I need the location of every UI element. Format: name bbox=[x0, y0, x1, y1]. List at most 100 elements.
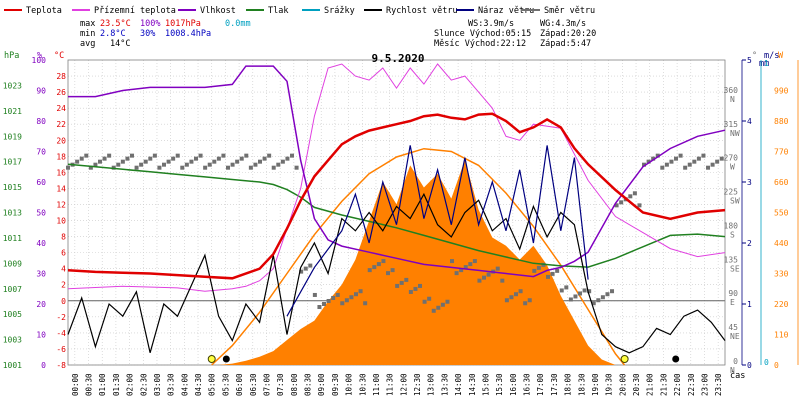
series-wind-direction-point bbox=[701, 153, 706, 158]
tick-label-solar: 990 bbox=[774, 87, 789, 96]
legend-label-5: Rychlost větru bbox=[386, 6, 458, 16]
tick-label-time: 19:30 bbox=[605, 373, 614, 396]
tick-label-time: 18:30 bbox=[577, 373, 586, 396]
series-wind-direction-point bbox=[363, 301, 368, 306]
tick-label-time: 23:30 bbox=[714, 373, 723, 396]
series-wind-direction-point bbox=[239, 156, 244, 161]
series-wind-direction-point bbox=[591, 301, 596, 306]
stat-avg-temp: 14°C bbox=[110, 39, 130, 49]
stat-max-temp: 23.5°C bbox=[100, 19, 131, 29]
tick-label-hpa: 1001 bbox=[3, 361, 22, 370]
series-wind-direction-point bbox=[226, 165, 231, 170]
info-sunrise: Slunce Východ:05:15 bbox=[434, 29, 531, 39]
series-wind-direction-point bbox=[143, 159, 148, 164]
unit-ms: m/s bbox=[764, 51, 779, 61]
tick-label-hpa: 1011 bbox=[3, 234, 22, 243]
series-wind-direction-point bbox=[440, 302, 445, 307]
series-wind-direction-point bbox=[299, 269, 304, 274]
series-wind-direction-point bbox=[523, 301, 528, 306]
series-wind-direction-point bbox=[66, 165, 70, 170]
series-wind-direction-point bbox=[280, 159, 285, 164]
series-wind-direction-point bbox=[184, 162, 189, 167]
plot-area bbox=[66, 63, 726, 366]
stat-min-pressure: 1008.4hPa bbox=[165, 29, 211, 39]
series-wind-direction-point bbox=[134, 165, 139, 170]
unit-celsius: °C bbox=[54, 51, 64, 61]
series-wind-direction-point bbox=[472, 259, 477, 264]
series-wind-direction-point bbox=[120, 159, 125, 164]
tick-label-temp: -6 bbox=[56, 345, 66, 354]
series-wind-direction-point bbox=[221, 153, 226, 158]
tick-label-time: 23:00 bbox=[700, 373, 709, 396]
info-sunset: Západ:20:20 bbox=[540, 29, 596, 39]
series-wind-direction-point bbox=[550, 271, 555, 276]
tick-label-wind: 4 bbox=[747, 117, 752, 126]
tick-label-hpa: 1013 bbox=[3, 209, 22, 218]
tick-label-temp: 0 bbox=[61, 297, 66, 306]
series-wind-direction-point bbox=[664, 162, 669, 167]
legend-label-0: Teplota bbox=[26, 6, 62, 16]
series-wind-direction-point bbox=[642, 162, 647, 167]
series-wind-direction-point bbox=[408, 289, 413, 294]
legend-label-3: Tlak bbox=[268, 6, 288, 16]
tick-label-time: 04:00 bbox=[180, 373, 189, 396]
marker-sunrise bbox=[207, 355, 216, 363]
series-wind-direction-point bbox=[555, 268, 560, 273]
series-wind-direction-point bbox=[84, 153, 89, 158]
tick-label-hpa: 1005 bbox=[3, 310, 22, 319]
stat-avg-label: avg bbox=[80, 39, 95, 49]
tick-label-compass: NW bbox=[730, 129, 740, 138]
tick-label-temp: 4 bbox=[61, 265, 66, 274]
tick-label-temp: 6 bbox=[61, 249, 66, 258]
tick-label-humidity: 70 bbox=[36, 148, 46, 157]
series-wind-direction-point bbox=[376, 262, 381, 267]
tick-label-solar: 770 bbox=[774, 148, 789, 157]
legend-label-1: Přízemní teplota bbox=[94, 6, 176, 16]
series-wind-direction-point bbox=[605, 292, 610, 297]
series-wind-direction-point bbox=[253, 162, 258, 167]
series-wind-direction-point bbox=[422, 299, 427, 304]
series-wind-direction-point bbox=[546, 274, 551, 279]
series-wind-direction-point bbox=[354, 292, 359, 297]
series-wind-direction-point bbox=[267, 153, 272, 158]
axis-units: hPa % °C ° m/s mm W čas bbox=[4, 51, 784, 381]
series-wind-direction-point bbox=[395, 283, 400, 288]
series-wind-direction-point bbox=[450, 259, 455, 264]
series-wind-direction-point bbox=[610, 289, 615, 294]
series-wind-direction-point bbox=[431, 308, 436, 313]
series-wind-direction-point bbox=[262, 156, 267, 161]
series-wind-direction-point bbox=[75, 159, 80, 164]
series-wind-direction-point bbox=[436, 305, 441, 310]
series-wind-direction-point bbox=[235, 159, 240, 164]
series-wind-direction-point bbox=[349, 295, 354, 300]
series-wind-direction-point bbox=[655, 153, 660, 158]
tick-label-direction: 45 bbox=[728, 323, 738, 332]
tick-label-temp: 12 bbox=[56, 200, 66, 209]
series-wind-direction-point bbox=[413, 286, 418, 291]
series-wind-direction-point bbox=[386, 271, 391, 276]
tick-label-time: 20:30 bbox=[632, 373, 641, 396]
tick-label-time: 10:00 bbox=[345, 373, 354, 396]
series-wind-direction-point bbox=[308, 263, 313, 268]
tick-label-direction: 90 bbox=[728, 289, 738, 298]
unit-percent: % bbox=[37, 51, 42, 61]
series-wind-direction-point bbox=[404, 277, 409, 282]
series-wind-direction-point bbox=[596, 298, 601, 303]
series-wind-direction-point bbox=[669, 159, 674, 164]
legend: Teplota Přízemní teplota Vlhkost Tlak Srážky… bbox=[4, 6, 595, 16]
series-wind-direction-point bbox=[148, 156, 153, 161]
series-wind-direction-point bbox=[79, 156, 84, 161]
series-wind-direction-point bbox=[527, 298, 532, 303]
series-wind-direction-point bbox=[587, 289, 592, 294]
unit-degree: ° bbox=[752, 51, 757, 61]
series-wind-direction-point bbox=[706, 165, 711, 170]
series-wind-direction-point bbox=[564, 285, 569, 290]
tick-label-compass: NE bbox=[730, 332, 740, 341]
series-wind-direction-point bbox=[532, 268, 537, 273]
series-wind-direction-point bbox=[674, 156, 679, 161]
series-wind-direction-point bbox=[696, 156, 701, 161]
series-wind-direction-point bbox=[312, 292, 317, 297]
info-moonrise: Měsíc Východ:22:12 bbox=[434, 39, 526, 49]
tick-label-time: 05:00 bbox=[208, 373, 217, 396]
